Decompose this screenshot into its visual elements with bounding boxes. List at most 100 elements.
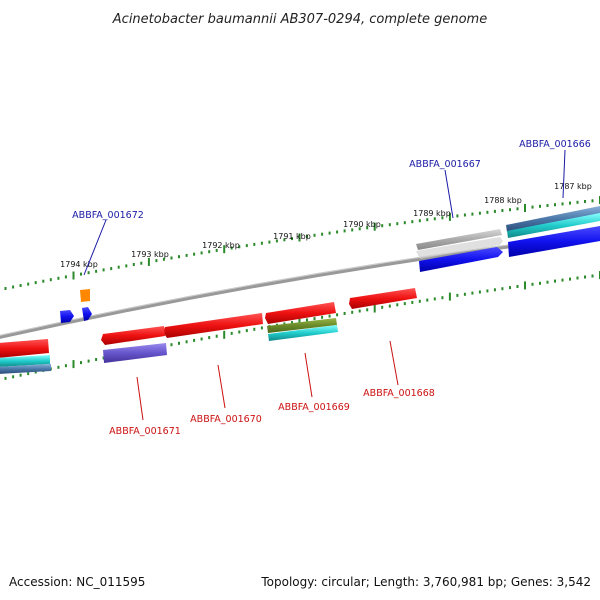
inner-ring-major-tick: [373, 304, 376, 313]
outer-ring-dot: [418, 219, 421, 223]
gene-steel-left[interactable]: [0, 364, 51, 374]
outer-ring-dot: [19, 284, 22, 287]
tick-label-1794: 1794 kbp: [60, 260, 98, 269]
inner-ring-dot: [12, 375, 15, 379]
inner-ring-dot: [471, 291, 474, 295]
inner-ring-dot: [102, 356, 105, 360]
inner-ring-dot: [486, 289, 489, 293]
inner-ring-dot: [178, 341, 180, 345]
genome-summary-text: Topology: circular; Length: 3,760,981 bp…: [260, 575, 591, 589]
outer-ring-dot: [102, 268, 105, 272]
outer-ring-dot: [433, 217, 436, 221]
outer-ring-dot: [321, 232, 324, 236]
outer-ring-major-tick: [147, 257, 150, 266]
outer-ring-dot: [531, 205, 534, 209]
outer-ring-dot: [268, 240, 271, 244]
gene-red-1669[interactable]: [265, 302, 336, 324]
inner-ring-dot: [591, 274, 594, 278]
gene-cyan-1666[interactable]: [507, 213, 600, 238]
leader-line-1670: [217, 364, 226, 409]
gene-cyan-1669[interactable]: [268, 325, 338, 341]
inner-ring-dot: [493, 288, 496, 292]
outer-ring-dot: [117, 265, 120, 269]
accession-text: Accession: NC_011595: [9, 575, 145, 589]
inner-ring-dot: [19, 373, 22, 377]
inner-ring-dot: [306, 318, 308, 322]
tick-label-1787: 1787 kbp: [554, 182, 592, 191]
outer-ring-dot: [208, 250, 211, 254]
gene-blue-1666[interactable]: [508, 226, 600, 257]
inner-ring-dot: [4, 376, 7, 380]
inner-ring-dot: [569, 277, 571, 281]
tick-label-1792: 1792 kbp: [202, 241, 240, 250]
outer-ring-dot: [34, 281, 37, 285]
inner-ring-major-tick: [223, 330, 226, 339]
inner-ring-dot: [200, 337, 203, 341]
inner-ring-dot: [426, 298, 429, 302]
inner-ring-dot: [245, 329, 248, 333]
genome-title: Acinetobacter baumannii AB307-0294, comp…: [112, 12, 487, 27]
outer-ring-major-tick: [223, 245, 226, 254]
inner-ring-dot: [336, 313, 339, 317]
gene-label-1667[interactable]: ABBFA_001667: [409, 159, 481, 170]
inner-ring-dot: [283, 322, 286, 326]
inner-ring-dot: [418, 299, 421, 303]
inner-ring-dot: [456, 293, 459, 297]
gene-label-1668[interactable]: ABBFA_001668: [363, 388, 435, 399]
gene-gray-forward[interactable]: [416, 229, 502, 250]
gene-label-1666[interactable]: ABBFA_001666: [519, 139, 591, 150]
gene-label-1671[interactable]: ABBFA_001671: [109, 426, 181, 437]
gene-olive-1669[interactable]: [267, 318, 337, 333]
outer-ring-dot: [576, 200, 579, 204]
inner-ring-dot: [34, 370, 37, 374]
inner-ring-dot: [313, 317, 316, 321]
gene-steel-1666[interactable]: [506, 206, 600, 232]
outer-ring-dot: [471, 212, 474, 216]
outer-ring-dot: [516, 207, 519, 211]
inner-ring-dot: [328, 314, 331, 318]
gene-red-1671[interactable]: [101, 326, 165, 345]
outer-ring-dot: [313, 233, 316, 237]
gene-label-1672[interactable]: ABBFA_001672: [72, 210, 144, 221]
gene-purple-1671[interactable]: [103, 343, 167, 363]
inner-ring-dot: [411, 300, 414, 304]
outer-ring-dot: [336, 230, 339, 234]
tick-label-1788: 1788 kbp: [484, 196, 522, 205]
gene-label-1670[interactable]: ABBFA_001670: [190, 414, 262, 425]
outer-ring-dot: [170, 256, 173, 260]
gene-red-1670[interactable]: [163, 313, 263, 338]
inner-ring-dot: [87, 359, 90, 363]
gene-cyan-left[interactable]: [0, 355, 50, 367]
gene-small-blue-1[interactable]: [60, 310, 74, 323]
outer-ring-dot: [591, 199, 594, 203]
inner-ring-dot: [260, 326, 263, 330]
outer-ring-dot: [200, 251, 203, 255]
outer-ring-dot: [49, 278, 52, 282]
outer-ring-dot: [215, 248, 218, 252]
gene-red-left[interactable]: [0, 339, 49, 358]
outer-ring-dot: [478, 211, 481, 215]
leader-line-1667: [444, 169, 454, 219]
gene-blue-forward-1667[interactable]: [419, 247, 503, 272]
outer-ring-dot: [554, 203, 556, 207]
gene-orange-1672[interactable]: [80, 289, 90, 302]
outer-ring-dot: [110, 267, 113, 271]
outer-ring-dot: [283, 238, 286, 242]
outer-ring-dot: [426, 218, 429, 222]
inner-ring-dot: [463, 292, 466, 296]
inner-ring-dot: [561, 278, 564, 282]
outer-ring-dot: [140, 261, 143, 265]
outer-ring-dot: [178, 255, 180, 259]
outer-ring-dot: [155, 259, 158, 263]
inner-ring-dot: [80, 361, 82, 365]
inner-ring-dot: [388, 304, 391, 308]
leader-line-1666: [562, 149, 566, 199]
inner-ring-dot: [291, 321, 293, 325]
gene-label-1669[interactable]: ABBFA_001669: [278, 402, 350, 413]
gene-small-blue-2[interactable]: [82, 307, 92, 321]
outer-ring-major-tick: [72, 271, 75, 280]
outer-ring-dot: [230, 246, 233, 250]
outer-ring-dot: [381, 224, 384, 228]
outer-ring-dot: [584, 200, 586, 203]
gene-red-1668[interactable]: [349, 288, 417, 309]
